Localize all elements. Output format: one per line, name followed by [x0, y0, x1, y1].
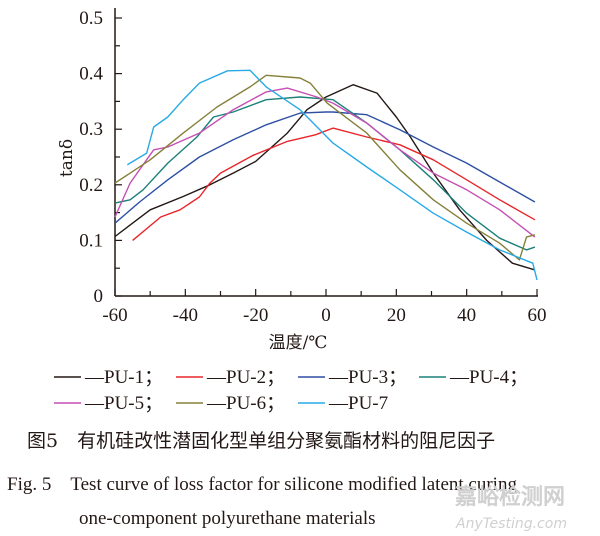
y-tick-label: 0.2: [79, 175, 103, 196]
series-line-pu-3: [114, 111, 536, 224]
caption-chinese: 图5 有机硅改性潜固化型单组分聚氨酯材料的阻尼因子: [27, 430, 495, 452]
watermark-en: AnyTesting.com: [455, 516, 567, 532]
legend-label-pu-4: —PU-4；: [449, 367, 528, 388]
series-lines: [114, 69, 538, 281]
series-line-pu-6: [114, 74, 536, 261]
caption-english-line2: one-component polyurethane materials: [79, 508, 376, 529]
x-tick-label: 60: [528, 305, 547, 326]
y-tick-label: 0.5: [79, 8, 103, 29]
x-tick-label: 20: [387, 305, 406, 326]
x-tick-label: -40: [173, 305, 198, 326]
legend-label-pu-6: —PU-6；: [206, 393, 285, 414]
series-line-pu-5: [114, 87, 536, 238]
y-tick-label: 0.3: [79, 119, 103, 140]
y-tick-label: 0.4: [79, 64, 103, 85]
legend: —PU-1； —PU-2； —PU-3； —PU-4； —PU-5； —PU-6； —PU-…: [54, 367, 528, 414]
axes: 0 0.1 0.2 0.3 0.4 0.5 -60 -40 -20 0 20 40 60: [79, 8, 547, 326]
legend-label-pu-3: —PU-3；: [328, 367, 407, 388]
series-line-pu-4: [114, 96, 536, 251]
legend-label-pu-2: —PU-2；: [206, 367, 285, 388]
series-line-pu-7: [126, 69, 538, 281]
legend-label-pu-1: —PU-1；: [84, 367, 163, 388]
watermark-cn: 嘉峪检测网: [455, 484, 565, 510]
x-tick-label: -20: [243, 305, 268, 326]
y-tick-label: 0: [94, 286, 104, 307]
x-tick-label: 40: [457, 305, 476, 326]
x-axis-title: 温度/℃: [269, 333, 328, 353]
y-axis-title: tanδ: [57, 139, 77, 177]
x-tick-label: -60: [102, 305, 127, 326]
caption-english-line1: Fig. 5 Test curve of loss factor for sil…: [7, 474, 517, 495]
series-line-pu-1: [114, 83, 536, 271]
series-line-pu-2: [132, 127, 536, 241]
y-tick-label: 0.1: [79, 230, 103, 251]
x-tick-label: 0: [321, 305, 331, 326]
legend-label-pu-5: —PU-5；: [84, 393, 163, 414]
legend-label-pu-7: —PU-7: [328, 393, 388, 414]
